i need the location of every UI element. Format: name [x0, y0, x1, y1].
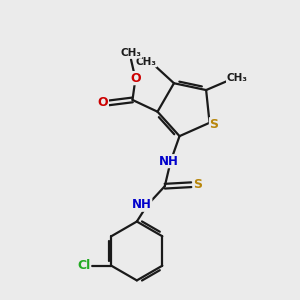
Text: O: O: [98, 96, 108, 110]
Text: CH₃: CH₃: [136, 57, 157, 67]
Text: S: S: [209, 118, 218, 131]
Text: CH₃: CH₃: [121, 48, 142, 58]
Text: NH: NH: [159, 155, 179, 168]
Text: O: O: [130, 72, 141, 85]
Text: Cl: Cl: [77, 259, 91, 272]
Text: NH: NH: [132, 198, 152, 211]
Text: S: S: [193, 178, 202, 191]
Text: CH₃: CH₃: [226, 73, 248, 83]
